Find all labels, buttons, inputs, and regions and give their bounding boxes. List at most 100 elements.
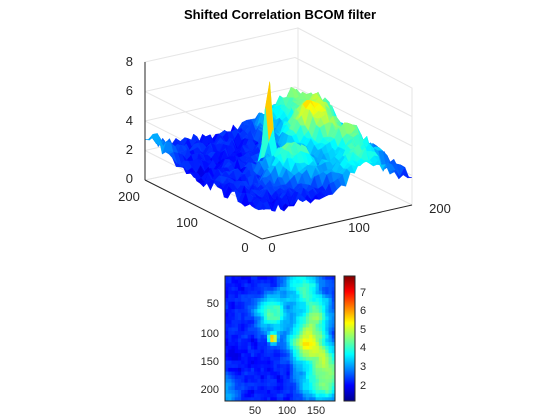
heat-cell	[237, 309, 242, 314]
heat-cell	[244, 276, 249, 281]
heat-cell	[260, 353, 265, 358]
heat-cell	[292, 298, 297, 303]
heat-cell	[286, 371, 291, 376]
heat-cell	[260, 301, 265, 306]
heat-cell	[289, 389, 294, 395]
heat-cell	[286, 356, 291, 361]
heat-cell	[263, 378, 268, 384]
heat-cell	[280, 345, 284, 350]
heat-cell	[267, 323, 271, 328]
heat-cell	[289, 316, 294, 321]
heat-cell	[250, 338, 255, 343]
heat-cell	[231, 279, 236, 284]
heat-cell	[331, 345, 336, 350]
heat-cell	[322, 356, 326, 361]
heat-cell	[228, 301, 232, 306]
heat-cell	[257, 327, 261, 332]
heat-cell	[237, 371, 242, 376]
heat-cell	[299, 364, 304, 369]
heat-cell	[254, 334, 258, 339]
heat-cell	[250, 389, 255, 395]
heat-cell	[225, 349, 229, 354]
heat-cell	[254, 320, 258, 325]
heat-cell	[260, 360, 265, 365]
heat-cell	[234, 367, 239, 372]
heat-cell	[309, 305, 313, 310]
heat-cell	[289, 349, 294, 354]
heat-cell	[312, 290, 316, 295]
heat-cell	[309, 386, 313, 391]
heat-cell	[312, 309, 316, 314]
heat-cell	[237, 279, 242, 284]
heat-cell	[286, 375, 291, 380]
heat-cell	[289, 276, 294, 281]
heat-cell	[328, 334, 333, 339]
heat-cell	[296, 342, 300, 347]
heat-cell	[225, 276, 229, 281]
heat-cell	[299, 301, 304, 306]
heat-cell	[331, 375, 336, 380]
heat-cell	[228, 367, 232, 372]
heat-cell	[296, 287, 300, 292]
heat-cell	[267, 312, 271, 317]
heat-cell	[228, 294, 232, 299]
heat-cell	[302, 371, 307, 376]
heat-cell	[299, 283, 304, 288]
heat-cell	[322, 294, 326, 299]
heat-cell	[241, 309, 245, 314]
heat-cell	[286, 353, 291, 358]
heat-cell	[312, 298, 316, 303]
heat-cell	[312, 279, 316, 284]
heat-cell	[273, 331, 278, 336]
heat-cell	[296, 294, 300, 299]
heat-cell	[292, 386, 297, 391]
heat-cell	[305, 323, 310, 328]
heat-cell	[234, 353, 239, 358]
heat-cell	[234, 356, 239, 361]
heat-cell	[331, 320, 336, 325]
heat-cell	[309, 312, 313, 317]
heat-cell	[250, 393, 255, 398]
heat-cell	[257, 371, 261, 376]
heat-cell	[305, 397, 310, 402]
heat-cell	[299, 349, 304, 354]
heat-cell	[260, 389, 265, 395]
heat-cell	[241, 283, 245, 288]
heat-cell	[315, 386, 320, 391]
heat-cell	[322, 276, 326, 281]
heat-cell	[228, 382, 232, 387]
heat-cell	[270, 323, 274, 328]
heat-cell	[289, 360, 294, 365]
heat-cell	[328, 356, 333, 361]
heat-cell	[309, 338, 313, 343]
heat-cell	[289, 301, 294, 306]
heat-cell	[280, 375, 284, 380]
heat-cell	[263, 375, 268, 380]
heat-cell	[315, 331, 320, 336]
heat-cell	[225, 305, 229, 310]
heat-cell	[241, 305, 245, 310]
heat-cell	[247, 294, 252, 299]
heat-cell	[250, 323, 255, 328]
heat-cell	[325, 279, 329, 284]
heat-cell	[289, 397, 294, 402]
heat-cell	[228, 349, 232, 354]
heat-cell	[247, 276, 252, 281]
heat-cell	[305, 301, 310, 306]
heat-cell	[244, 331, 249, 336]
heat-cell	[325, 309, 329, 314]
heat-cell	[322, 334, 326, 339]
heat-cell	[296, 276, 300, 281]
heat-cell	[302, 309, 307, 314]
heat-cell	[299, 386, 304, 391]
heat-cell	[280, 283, 284, 288]
heat-cell	[331, 323, 336, 328]
heat-cell	[318, 360, 323, 365]
heat-cell	[312, 389, 316, 395]
heat-cell	[315, 356, 320, 361]
colorbar-tick-6: 6	[360, 305, 366, 317]
heat-cell	[250, 309, 255, 314]
heat-cell	[234, 378, 239, 384]
heat-cell	[283, 320, 287, 325]
heat-cell	[328, 320, 333, 325]
